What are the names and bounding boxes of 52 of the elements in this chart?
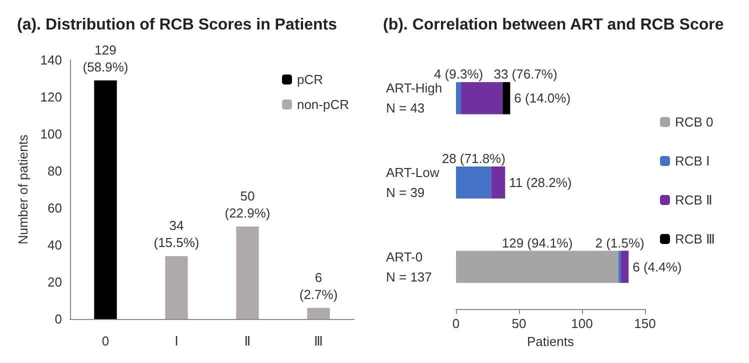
data-label: 28 (71.8%) <box>442 150 506 166</box>
x-tick-label: Ⅲ <box>314 334 323 348</box>
data-label: 50 (22.9%) <box>224 188 270 220</box>
x-tick-label: Ⅰ <box>174 334 178 348</box>
legend-label: non-pCR <box>296 97 350 112</box>
bar <box>621 250 629 283</box>
x-tick-label: 0 <box>452 316 460 331</box>
x-axis-title: Patients <box>527 334 574 349</box>
bar <box>502 82 510 114</box>
y-tick-label: ART-High N = 43 <box>386 80 442 116</box>
data-label: 2 (1.5%) <box>595 235 644 250</box>
data-label: 33 (76.7%) <box>494 66 558 82</box>
chart-title: (a). Distribution of RCB Scores in Patients <box>17 16 338 34</box>
data-label: 34 (15.5%) <box>154 218 200 250</box>
bar <box>456 166 492 199</box>
bar <box>94 80 117 319</box>
x-tick-label: 50 <box>512 316 526 331</box>
y-tick-label: 100 <box>40 126 62 142</box>
bar <box>618 250 622 283</box>
chart-title: (b). Correlation between ART and RCB Score <box>383 16 724 34</box>
bar <box>307 308 330 319</box>
x-tick-label: 150 <box>634 316 656 331</box>
x-tick-label: 100 <box>571 316 593 331</box>
data-label: 4 (9.3%) <box>434 66 484 82</box>
data-label: 6 (4.4%) <box>632 259 682 274</box>
y-tick-label: ART-0 N = 137 <box>386 249 432 284</box>
data-label: 129 (94.1%) <box>502 235 573 250</box>
bar <box>461 82 503 114</box>
bar <box>165 256 188 319</box>
legend-label: RCB Ⅱ <box>674 192 712 208</box>
legend-label: RCB Ⅰ <box>674 154 710 168</box>
bar <box>456 250 619 283</box>
x-tick-label: Ⅱ <box>244 334 251 348</box>
y-tick-label: ART-Low N = 39 <box>386 165 440 200</box>
bar <box>491 166 506 199</box>
data-label: 129 (58.9%) <box>82 42 128 74</box>
y-axis-title: Number of patients <box>15 134 30 244</box>
y-tick-label: 120 <box>40 90 62 104</box>
y-tick-label: 60 <box>48 200 62 216</box>
legend-label: RCB Ⅲ <box>674 232 716 246</box>
y-tick-label: 140 <box>40 52 62 68</box>
legend-label: RCB 0 <box>674 114 714 130</box>
data-label: 11 (28.2%) <box>509 175 572 190</box>
y-tick-label: 80 <box>48 164 62 178</box>
y-tick-label: 20 <box>48 274 62 290</box>
bar <box>456 82 462 114</box>
data-label: 6 (2.7%) <box>299 270 338 302</box>
data-label: 6 (14.0%) <box>514 90 571 106</box>
x-tick-label: 0 <box>102 334 110 348</box>
legend-label: pCR <box>296 72 323 87</box>
bar <box>236 226 259 319</box>
y-tick-label: 40 <box>48 238 62 252</box>
